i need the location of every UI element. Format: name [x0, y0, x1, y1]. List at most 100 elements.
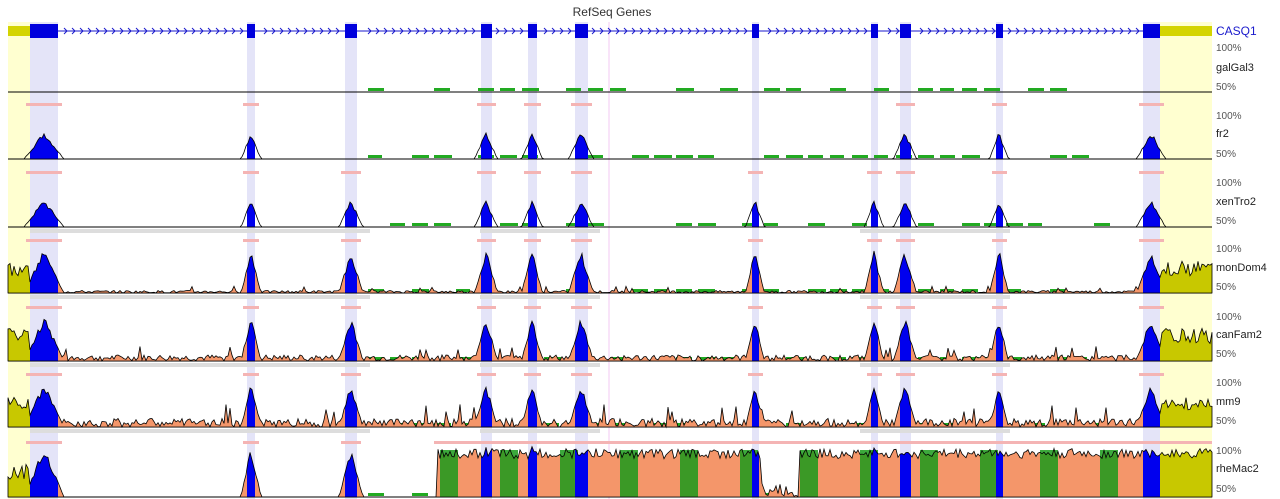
gray-block [480, 229, 600, 233]
exon-1 [247, 24, 255, 38]
track-monDom4 [7, 239, 1213, 299]
track-fr2-top-percent: 100% [1216, 111, 1242, 122]
strand-arrow [183, 27, 188, 35]
utr-left [8, 26, 30, 36]
track-xenTro2-species-label[interactable]: xenTro2 [1216, 196, 1256, 208]
pink-block [477, 171, 496, 174]
pink-block [571, 239, 592, 242]
gray-block [30, 295, 370, 299]
pink-block [524, 306, 541, 309]
pink-block [1139, 239, 1164, 242]
alignment-block [830, 88, 846, 91]
exon-0 [30, 24, 58, 38]
strand-arrow [799, 27, 804, 35]
alignment-block [1050, 88, 1067, 91]
alignment-block [654, 423, 670, 426]
alignment-block [962, 223, 980, 226]
alignment-block [1006, 223, 1023, 226]
strand-arrow [655, 27, 660, 35]
pink-block [524, 373, 541, 376]
pink-block [26, 441, 62, 444]
alignment-block [412, 155, 429, 158]
alignment-block [852, 155, 868, 158]
pink-block [992, 171, 1007, 174]
alignment-block [1072, 155, 1089, 158]
exon-4 [528, 24, 537, 38]
track-monDom4-species-label[interactable]: monDom4 [1216, 262, 1267, 274]
track-fr2-species-label[interactable]: fr2 [1216, 128, 1229, 140]
pink-block [26, 373, 62, 376]
conserved-element [440, 450, 458, 497]
alignment-block [390, 223, 405, 226]
track-xenTro2 [8, 171, 1212, 233]
gene-name-label[interactable]: CASQ1 [1216, 24, 1257, 38]
pink-block [524, 103, 541, 106]
strand-arrow [1079, 27, 1084, 35]
pink-block [341, 373, 361, 376]
strand-arrow [1087, 27, 1092, 35]
track-canFam2-species-label[interactable]: canFam2 [1216, 329, 1262, 341]
strand-arrow [399, 27, 404, 35]
alignment-block [610, 423, 625, 426]
alignment-block [808, 223, 825, 226]
exon-8 [900, 24, 911, 38]
refseq-gene-track[interactable] [8, 24, 1212, 38]
coding-conservation-fill [30, 201, 1160, 227]
strand-arrow [1055, 27, 1060, 35]
pink-block [26, 171, 62, 174]
track-canFam2 [7, 306, 1213, 367]
track-galGal3 [8, 88, 1212, 93]
conservation-outline [7, 318, 1213, 363]
strand-arrow [855, 27, 860, 35]
exon-7 [871, 24, 878, 38]
strand-arrow [63, 27, 68, 35]
strand-arrow [519, 27, 524, 35]
strand-arrow [559, 27, 564, 35]
alignment-block [764, 88, 780, 91]
track-galGal3-species-label[interactable]: galGal3 [1216, 62, 1254, 74]
intron-conservation-fill [8, 387, 1212, 427]
alignment-block [676, 223, 692, 226]
alignment-block [874, 88, 889, 91]
strand-arrow [823, 27, 828, 35]
strand-arrow [295, 27, 300, 35]
intron-conservation-fill [8, 251, 1212, 293]
strand-arrow [671, 27, 676, 35]
strand-arrow [919, 27, 924, 35]
strand-arrow [543, 27, 548, 35]
strand-arrow [423, 27, 428, 35]
strand-arrow [831, 27, 836, 35]
pink-block [896, 306, 915, 309]
alignment-block [698, 223, 716, 226]
strand-arrow [687, 27, 692, 35]
track-rheMac2-species-label[interactable]: rheMac2 [1216, 463, 1259, 475]
track-xenTro2-bottom-percent: 50% [1216, 216, 1236, 227]
strand-arrow [287, 27, 292, 35]
conserved-element [920, 450, 938, 497]
strand-arrow [943, 27, 948, 35]
pink-block [1139, 171, 1164, 174]
alignment-block [1028, 223, 1042, 226]
alignment-block [852, 289, 868, 292]
strand-arrow [271, 27, 276, 35]
alignment-block [874, 155, 888, 158]
strand-arrow [567, 27, 572, 35]
strand-arrow [455, 27, 460, 35]
strand-arrow [735, 27, 740, 35]
alignment-block [368, 155, 382, 158]
alignment-block [830, 155, 844, 158]
strand-arrow [1071, 27, 1076, 35]
conserved-element [620, 450, 638, 497]
pink-block [571, 373, 592, 376]
strand-arrow [95, 27, 100, 35]
alignment-block [918, 155, 934, 158]
strand-arrow [815, 27, 820, 35]
pink-block [477, 239, 496, 242]
strand-arrow [1015, 27, 1020, 35]
strand-arrow [791, 27, 796, 35]
alignment-block [610, 88, 626, 91]
alignment-block [676, 88, 694, 91]
alignment-block [412, 223, 428, 226]
pink-block [524, 171, 541, 174]
track-mm9-species-label[interactable]: mm9 [1216, 396, 1240, 408]
